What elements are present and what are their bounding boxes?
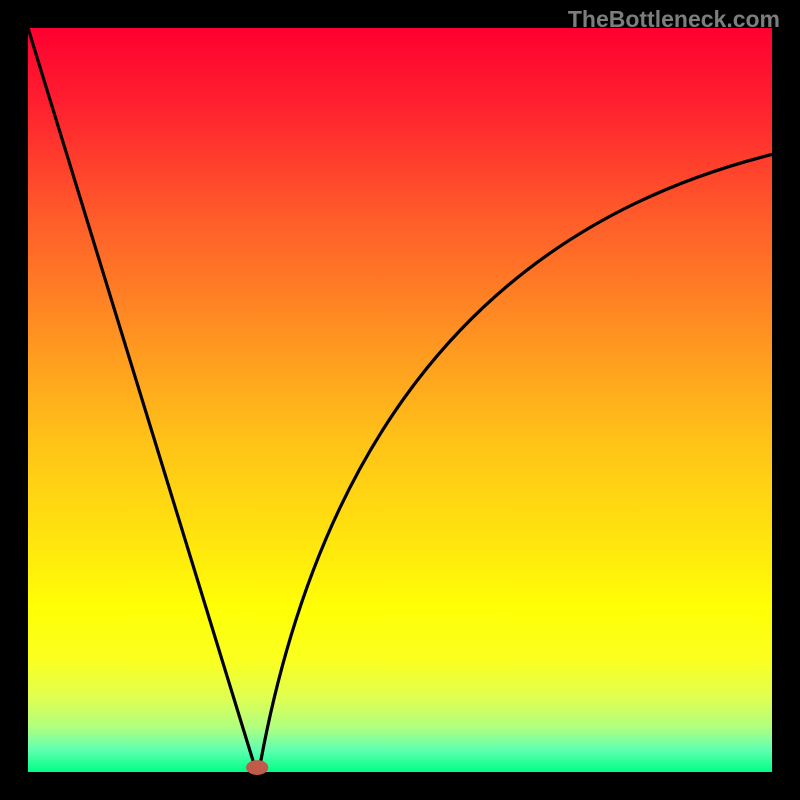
curve-layer xyxy=(28,28,772,772)
chart-container: TheBottleneck.com xyxy=(0,0,800,800)
watermark-text: TheBottleneck.com xyxy=(568,6,780,33)
plot-area xyxy=(28,28,772,772)
min-marker xyxy=(246,760,268,775)
curve-left-branch xyxy=(28,28,254,765)
curve-right-branch xyxy=(260,154,772,764)
